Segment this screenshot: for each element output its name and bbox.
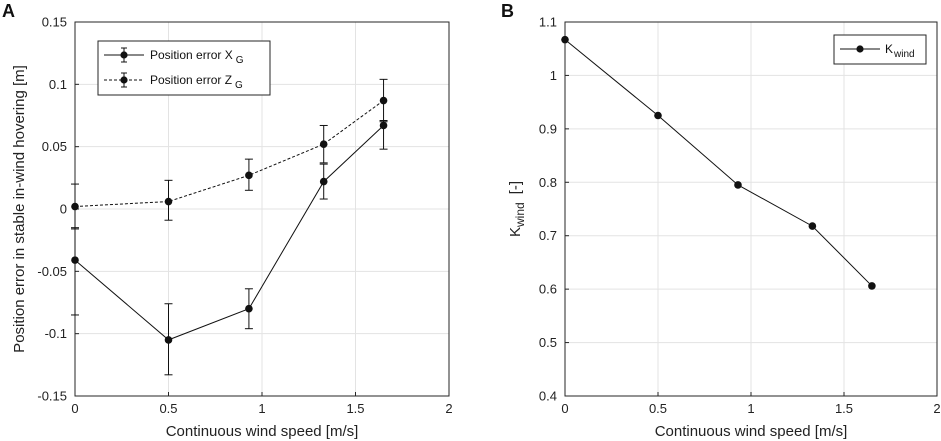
panel-a-x-tick-label: 2 [445, 401, 452, 416]
panel-a-x-axis-label: Continuous wind speed [m/s] [166, 423, 359, 440]
legend-x-text: Position error X [150, 48, 233, 62]
panel-a-x-tick-label: 0 [71, 401, 78, 416]
panel-b-y-tick-label: 0.9 [539, 121, 557, 136]
panel-a-legend-box [97, 40, 271, 96]
panel-b-series-0-point [654, 111, 662, 120]
panel-a-series-1-point [245, 171, 253, 180]
panel-a-series-1-line [74, 100, 384, 208]
panel-a-series-1-point [71, 202, 79, 211]
legend-z-marker [120, 76, 128, 84]
legend-kwind-text: K [885, 42, 893, 56]
panel-b-y-tick-label: 1.1 [539, 15, 557, 30]
panel-a-y-tick-label: 0.05 [42, 139, 67, 154]
panel-b-legend: Kwind [833, 34, 927, 65]
panel-b-x-tick-label: 0.5 [649, 401, 667, 416]
panel-b-x-tick-label: 1 [747, 401, 754, 416]
panel-a-ticks: 0 0.5 1 1.5 2 -0.15 -0.1 -0.05 0 0.05 0.1 0.15 [37, 15, 452, 417]
legend-kwind-label: Kwind [885, 42, 915, 60]
panel-a-y-tick-label: -0.05 [37, 264, 67, 279]
panel-a-y-tick-label: -0.15 [37, 389, 67, 404]
panel-b-x-axis-label: Continuous wind speed [m/s] [655, 423, 848, 440]
panel-b-x-tick-label: 2 [933, 401, 940, 416]
panel-b-series-0-point [808, 222, 817, 230]
panel-a-series-0-point [164, 336, 173, 344]
panel-b-y-tick-label: 0.7 [539, 228, 557, 243]
panel-a-series-0-line [74, 125, 384, 341]
legend-z-subscript: G [235, 80, 243, 91]
legend-z-text: Position error Z [150, 73, 232, 87]
panel-a-y-axis-label: Position error in stable in-wind hoverin… [11, 65, 28, 353]
panel-b-series-0-point [561, 35, 569, 44]
panel-a-series-1-point [164, 197, 173, 206]
panel-b-series [561, 35, 876, 290]
panel-a-series-0-point [379, 121, 388, 130]
panel-b-series-0-point [734, 181, 742, 189]
panel-b-y-tick-label: 0.5 [539, 335, 557, 350]
panel-b-x-tick-label: 0 [561, 401, 568, 416]
panel-b-y-axis-label: Kwind [-] [507, 181, 527, 237]
panel-b-y-label-sub: wind [513, 202, 527, 228]
panel-b-series-0-line [564, 39, 873, 287]
panel-a-y-tick-label: 0.1 [49, 77, 67, 92]
panel-b-grid [564, 21, 938, 397]
legend-kwind-marker [856, 45, 864, 53]
panel-a-x-tick-label: 0.5 [159, 401, 177, 416]
legend-x-marker [120, 51, 128, 59]
panel-b-y-label-main: K [507, 227, 524, 237]
panel-a-series-0-point [71, 256, 79, 264]
panel-a-series [71, 78, 388, 376]
legend-kwind-subscript: wind [893, 49, 915, 60]
legend-x-subscript: G [236, 55, 244, 66]
panel-a-series-1-point [319, 140, 328, 148]
panel-b-y-label-unit: [-] [507, 181, 524, 194]
panel-a-y-tick-label: -0.1 [45, 326, 67, 341]
panel-b-x-tick-label: 1.5 [835, 401, 853, 416]
panel-a-x-tick-label: 1.5 [346, 401, 364, 416]
panel-a-x-tick-label: 1 [258, 401, 265, 416]
panel-a-series-1-point [379, 96, 388, 105]
panel-b-series-0-point [868, 282, 876, 290]
panel-b-y-tick-label: 0.4 [539, 389, 557, 404]
panel-a-series-0-point [319, 177, 328, 186]
panel-b-label: B [501, 1, 514, 21]
panel-b-y-tick-label: 0.8 [539, 175, 557, 190]
panel-b-y-tick-label: 1 [550, 68, 557, 83]
panel-b-ticks: 0 0.5 1 1.5 2 0.4 0.5 0.6 0.7 0.8 0.9 1 1.1 [539, 15, 941, 417]
panel-b-y-tick-label: 0.6 [539, 282, 557, 297]
panel-a-y-tick-label: 0 [60, 202, 67, 217]
panel-a-label: A [2, 1, 15, 21]
panel-a-y-tick-label: 0.15 [42, 15, 67, 30]
panel-a-series-0-point [245, 304, 253, 313]
